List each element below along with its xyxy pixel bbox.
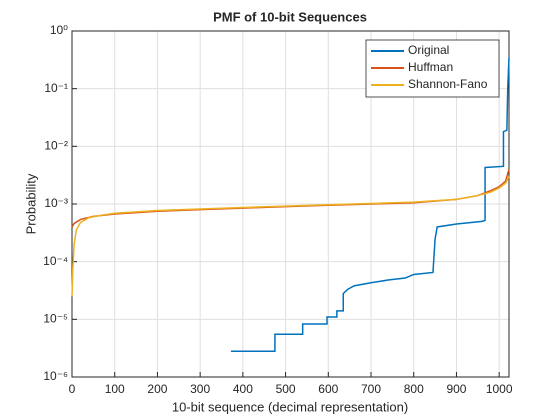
x-tick-label: 600 bbox=[318, 382, 338, 396]
y-tick-label: 10⁻⁵ bbox=[43, 312, 68, 326]
legend-label: Original bbox=[408, 43, 449, 57]
y-tick-label: 10⁰ bbox=[50, 23, 68, 37]
x-tick-label: 100 bbox=[105, 382, 125, 396]
legend-label: Huffman bbox=[408, 60, 453, 74]
x-tick-label: 300 bbox=[190, 382, 210, 396]
x-tick-label: 1000 bbox=[486, 382, 513, 396]
y-tick-label: 10⁻² bbox=[44, 139, 68, 153]
data-line bbox=[71, 176, 510, 297]
y-tick-label: 10⁻⁶ bbox=[43, 369, 68, 383]
y-axis-label: Probability bbox=[23, 173, 38, 234]
data-line bbox=[230, 57, 510, 352]
x-tick-label: 200 bbox=[147, 382, 167, 396]
axes-box bbox=[71, 30, 510, 378]
y-tick-label: 10⁻¹ bbox=[44, 81, 68, 95]
x-tick-label: 500 bbox=[276, 382, 296, 396]
legend-label: Shannon-Fano bbox=[408, 77, 488, 91]
x-tick-label: 400 bbox=[233, 382, 253, 396]
x-tick-label: 900 bbox=[446, 382, 466, 396]
chart-title: PMF of 10-bit Sequences bbox=[213, 9, 367, 24]
x-tick-label: 0 bbox=[69, 382, 76, 396]
y-tick-label: 10⁻³ bbox=[44, 196, 68, 210]
x-tick-label: 800 bbox=[404, 382, 424, 396]
x-tick-label: 700 bbox=[361, 382, 381, 396]
y-tick-label: 10⁻⁴ bbox=[43, 254, 68, 268]
x-axis-label: 10-bit sequence (decimal representation) bbox=[172, 399, 408, 414]
